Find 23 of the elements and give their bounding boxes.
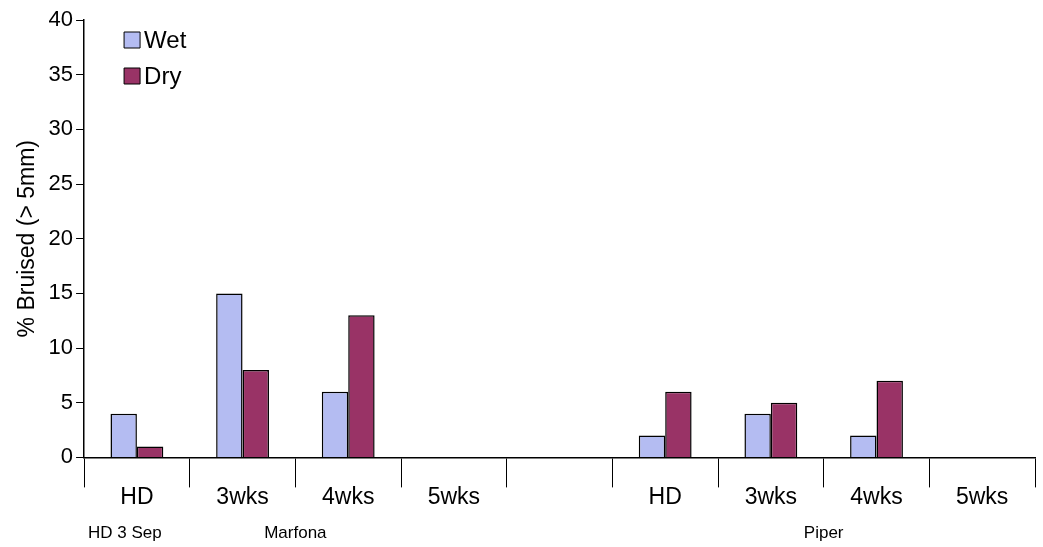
x-tick-label: 3wks [744, 482, 798, 509]
text: Piper [803, 522, 844, 542]
x-tick-label: 5wks [955, 482, 1009, 509]
legend-label: Dry [144, 61, 182, 89]
y-tick-label: 20 [48, 224, 74, 250]
y-tick-label: 15 [48, 279, 74, 305]
y-tick-label: 40 [48, 6, 74, 32]
y-tick-label: 30 [48, 115, 74, 141]
x-tick-label: 3wks [216, 482, 269, 509]
y-axis-title: % Bruised (> 5mm) [13, 139, 40, 338]
x-tick-label: 5wks [427, 482, 481, 509]
y-tick-label: 10 [48, 334, 74, 360]
x-tick-label: 4wks [850, 482, 903, 509]
text: HD 3 Sep [88, 522, 162, 542]
x-tick-label: HD [648, 482, 682, 509]
y-tick-label: 0 [60, 443, 74, 469]
y-tick-label: 5 [60, 388, 74, 414]
text: Marfona [264, 522, 328, 542]
x-tick-label: HD [120, 482, 154, 509]
y-tick-label: 35 [48, 60, 74, 86]
y-tick-label: 25 [48, 170, 74, 196]
x-tick-label: 4wks [322, 482, 375, 509]
legend-label: Wet [144, 25, 187, 53]
